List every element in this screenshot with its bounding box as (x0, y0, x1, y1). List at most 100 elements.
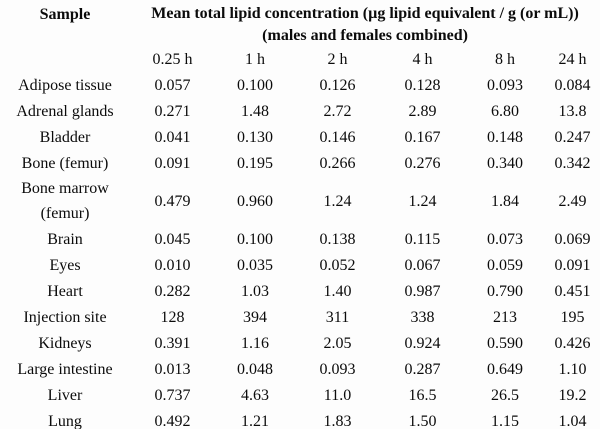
value-cell: 128 (160, 308, 185, 326)
value-cell: 0.492 (154, 412, 191, 429)
value-cell: 0.276 (404, 154, 441, 172)
header-row: Sample Mean total lipid concentration (µ… (0, 3, 600, 47)
row-label: Heart (47, 282, 83, 300)
value-cell: 1.03 (241, 282, 269, 300)
value-cell: 0.100 (237, 230, 273, 248)
row-label: Bone (femur) (21, 154, 109, 172)
value-cell: 0.148 (487, 128, 523, 146)
value-cell: 1.16 (241, 334, 269, 352)
table-row: Eyes 0.010 0.035 0.052 0.067 0.059 0.091 (0, 252, 600, 278)
table-row: Liver 0.737 4.63 11.0 16.5 26.5 19.2 (0, 382, 600, 408)
value-cell: 0.287 (404, 360, 441, 378)
row-label: Brain (47, 230, 83, 248)
value-cell: 0.271 (154, 102, 191, 120)
value-cell: 195 (560, 308, 585, 326)
row-label: Kidneys (38, 334, 92, 352)
time-header-cell: 0.25 h (152, 51, 193, 68)
value-cell: 0.790 (487, 282, 523, 300)
value-cell: 0.130 (237, 128, 273, 146)
value-cell: 0.126 (319, 76, 356, 94)
value-cell: 0.045 (154, 230, 191, 248)
value-cell: 1.48 (241, 102, 269, 120)
value-cell: 338 (410, 308, 435, 326)
table-row: Brain 0.045 0.100 0.138 0.115 0.073 0.069 (0, 226, 600, 252)
value-cell: 1.21 (241, 412, 269, 429)
value-cell: 0.737 (154, 386, 191, 404)
value-cell: 19.2 (558, 386, 587, 404)
value-cell: 0.059 (487, 256, 523, 274)
value-cell: 0.069 (554, 230, 591, 248)
row-label: Eyes (49, 256, 81, 274)
time-header-row: 0.25 h 1 h 2 h 4 h 8 h 24 h (0, 47, 600, 72)
value-cell: 1.83 (323, 412, 352, 429)
value-cell: 16.5 (408, 386, 437, 404)
value-cell: 0.010 (154, 256, 191, 274)
value-cell: 0.115 (404, 230, 441, 248)
main-header-line2: (males and females combined) (262, 27, 468, 44)
value-cell: 0.138 (319, 230, 356, 248)
row-label: Liver (47, 386, 83, 404)
value-cell: 0.266 (319, 154, 356, 172)
value-cell: 0.247 (554, 128, 591, 146)
value-cell: 0.084 (554, 76, 591, 94)
lipid-concentration-table: Sample Mean total lipid concentration (µ… (0, 3, 600, 429)
main-header: Mean total lipid concentration (µg lipid… (130, 3, 600, 47)
value-cell: 6.80 (491, 102, 519, 120)
row-label: Adipose tissue (18, 76, 112, 94)
table-row: Bone (femur) 0.091 0.195 0.266 0.276 0.340 0.3… (0, 150, 600, 176)
time-header-cell: 8 h (495, 51, 515, 68)
value-cell: 0.041 (154, 128, 191, 146)
value-cell: 11.0 (323, 386, 352, 404)
value-cell: 0.342 (554, 154, 591, 172)
value-cell: 0.035 (237, 256, 273, 274)
time-header-cell: 24 h (558, 51, 587, 68)
value-cell: 394 (243, 308, 267, 326)
value-cell: 1.15 (491, 412, 519, 429)
value-cell: 4.63 (241, 386, 269, 404)
row-label: Bone marrow (femur) (21, 180, 109, 222)
value-cell: 0.391 (154, 334, 191, 352)
value-cell: 26.5 (491, 386, 519, 404)
value-cell: 1.84 (491, 192, 519, 210)
time-header-cell: 1 h (245, 51, 265, 68)
value-cell: 0.426 (554, 334, 591, 352)
row-label: Adrenal glands (16, 102, 114, 120)
value-cell: 1.24 (408, 192, 437, 210)
value-cell: 0.590 (487, 334, 523, 352)
value-cell: 0.100 (237, 76, 273, 94)
value-cell: 1.40 (323, 282, 352, 300)
value-cell: 2.89 (408, 102, 437, 120)
empty-corner-cell (0, 47, 130, 72)
table-row: Bladder 0.041 0.130 0.146 0.167 0.148 0.247 (0, 124, 600, 150)
value-cell: 0.128 (404, 76, 441, 94)
value-cell: 0.091 (554, 256, 591, 274)
sample-column-header: Sample (39, 6, 91, 23)
value-cell: 0.052 (319, 256, 356, 274)
value-cell: 0.048 (237, 360, 273, 378)
value-cell: 1.24 (323, 192, 352, 210)
row-label: Large intestine (17, 360, 113, 378)
table-row: Large intestine 0.013 0.048 0.093 0.287 0.649… (0, 356, 600, 382)
value-cell: 0.340 (487, 154, 523, 172)
value-cell: 0.073 (487, 230, 523, 248)
value-cell: 0.987 (404, 282, 441, 300)
value-cell: 0.013 (154, 360, 191, 378)
value-cell: 0.146 (319, 128, 356, 146)
row-label: Bladder (39, 128, 91, 146)
table-row: Heart 0.282 1.03 1.40 0.987 0.790 0.451 (0, 278, 600, 304)
value-cell: 0.067 (404, 256, 441, 274)
value-cell: 0.195 (237, 154, 273, 172)
table-row: Injection site 128 394 311 338 213 195 (0, 304, 600, 330)
value-cell: 0.924 (404, 334, 441, 352)
table-body: Adipose tissue 0.057 0.100 0.126 0.128 0.093 0… (0, 72, 600, 429)
value-cell: 213 (493, 308, 517, 326)
table-row: Adrenal glands 0.271 1.48 2.72 2.89 6.80 13.8 (0, 98, 600, 124)
value-cell: 2.49 (558, 192, 587, 210)
value-cell: 1.50 (408, 412, 437, 429)
value-cell: 2.05 (323, 334, 352, 352)
value-cell: 311 (325, 308, 350, 326)
time-header-cell: 4 h (412, 51, 433, 68)
row-label: Lung (48, 412, 82, 429)
value-cell: 0.451 (554, 282, 591, 300)
value-cell: 0.093 (487, 76, 523, 94)
